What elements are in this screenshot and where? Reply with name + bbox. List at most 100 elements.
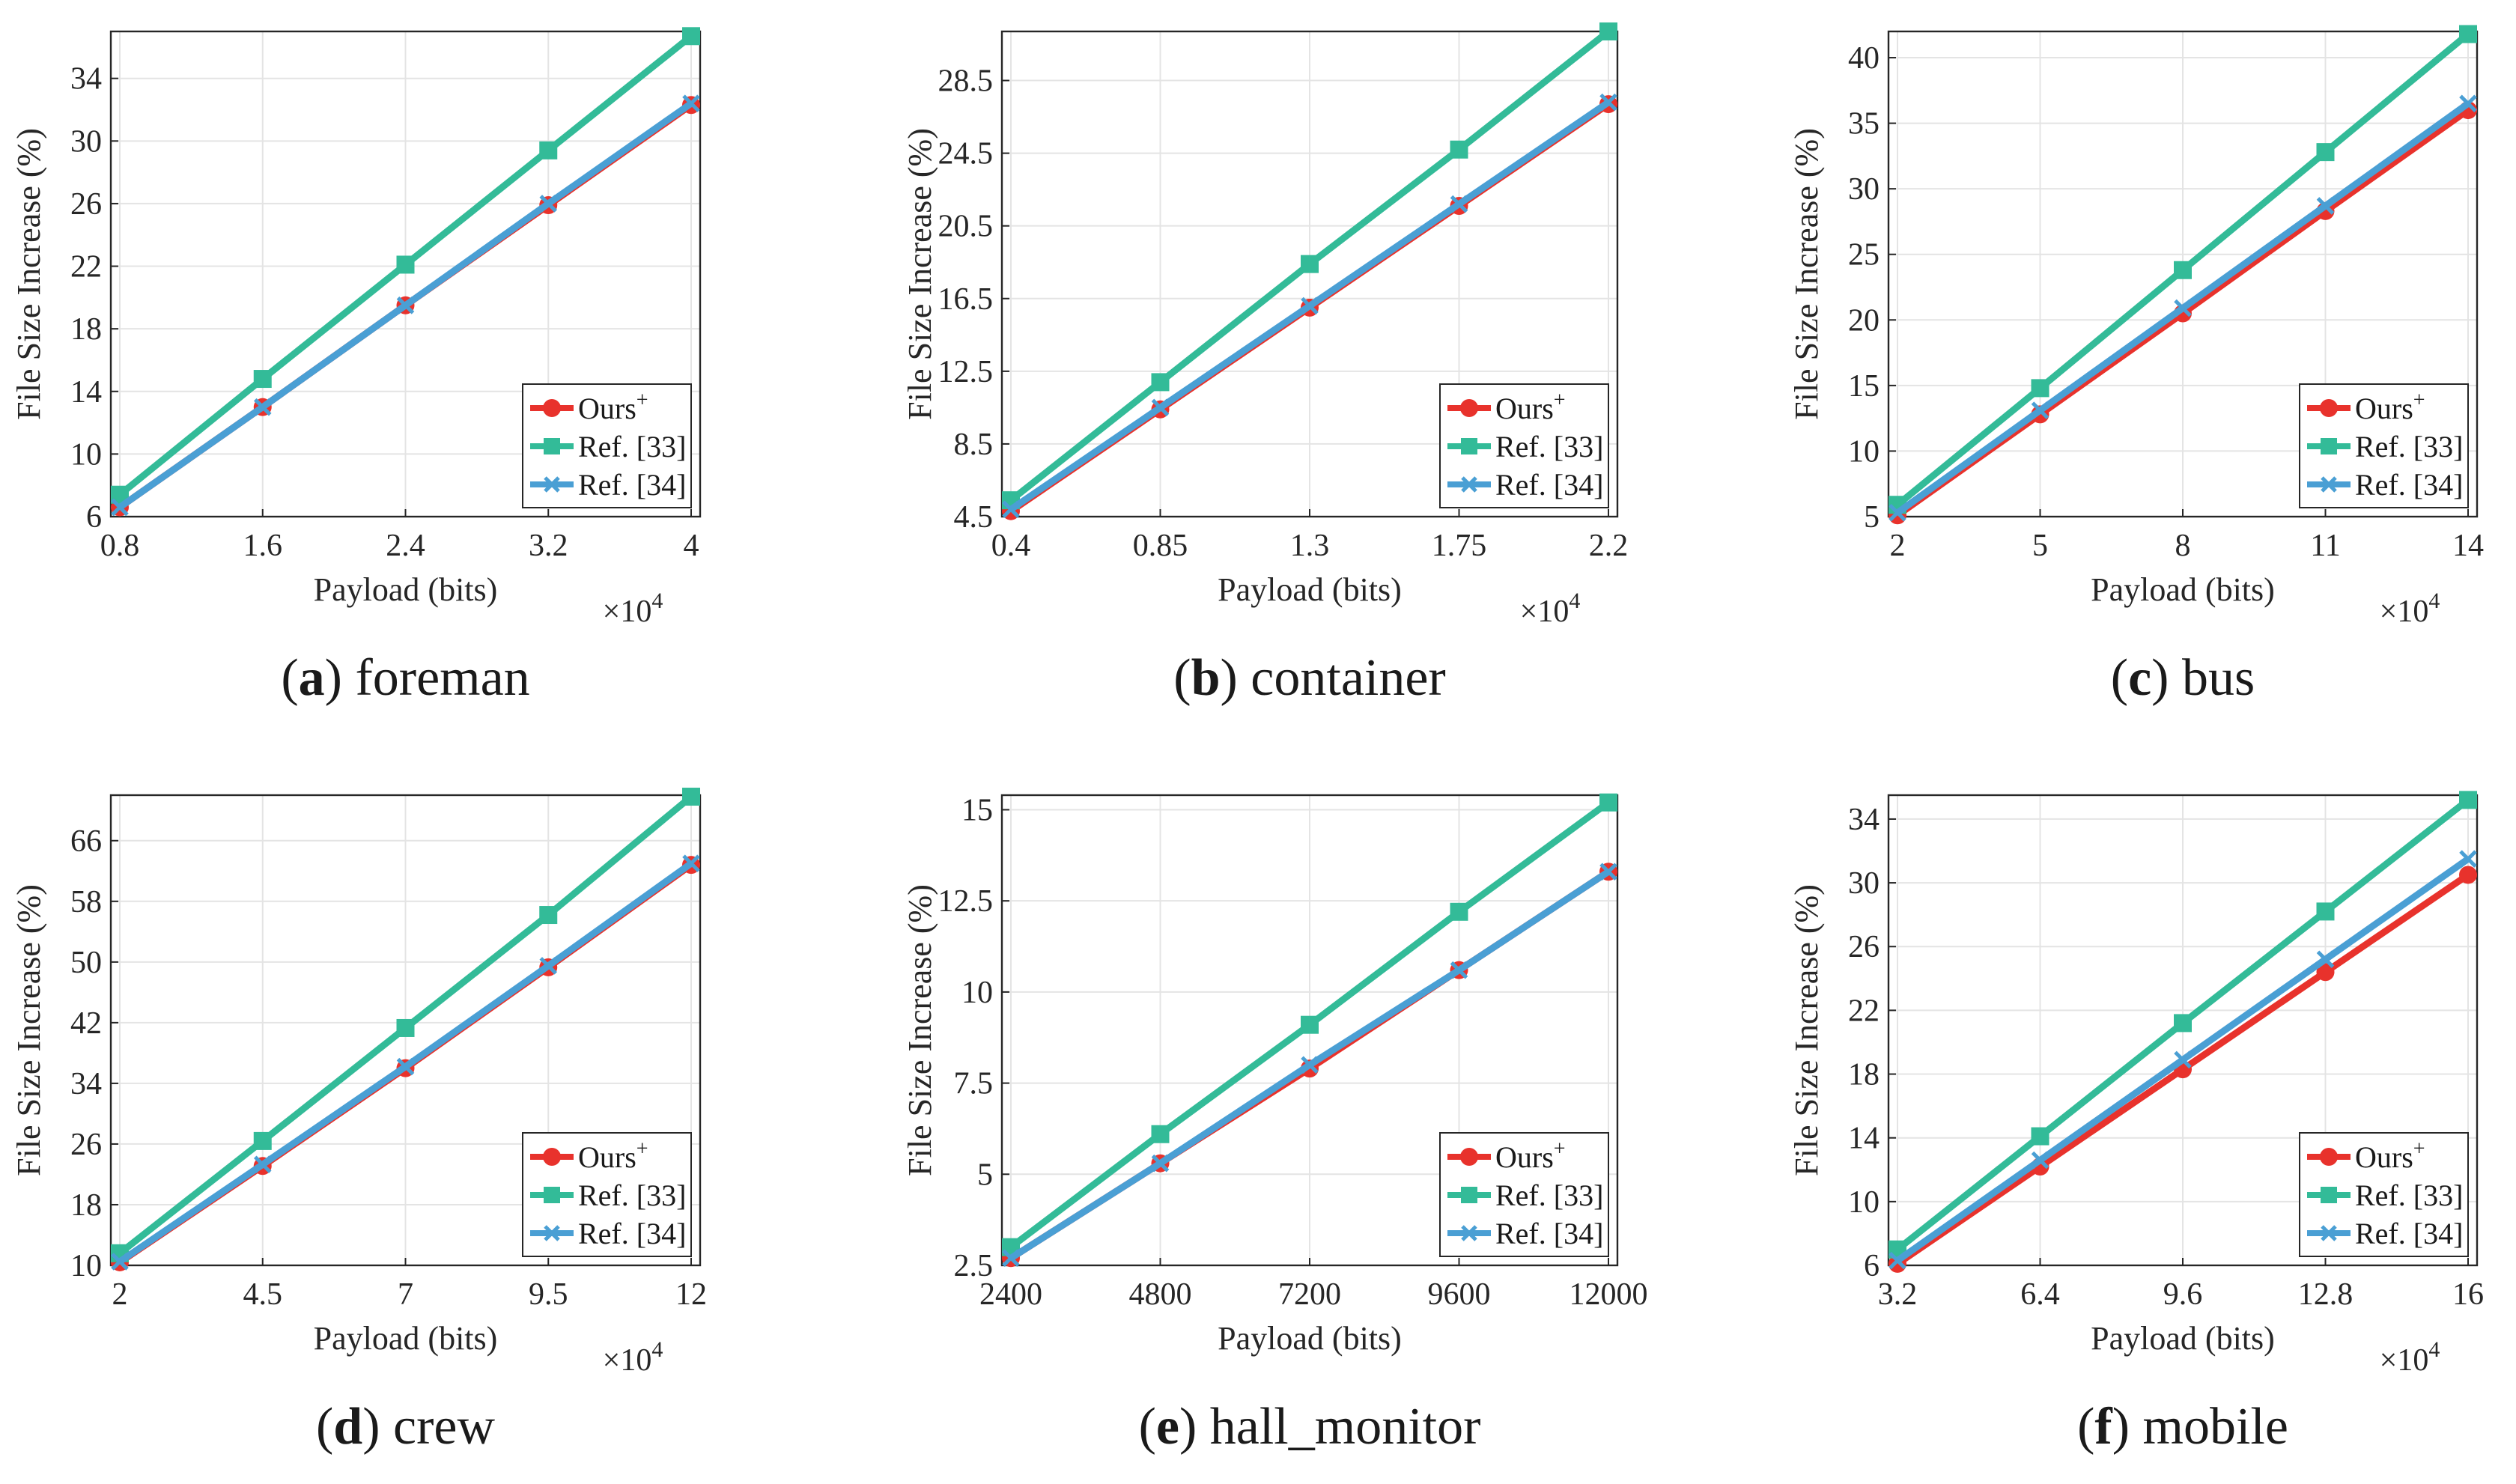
x-multiplier: ×104 xyxy=(2380,1337,2440,1378)
legend-marker xyxy=(544,438,560,454)
x-tick-label: 2.2 xyxy=(1589,529,1629,563)
data-point xyxy=(1599,22,1617,40)
marker-stroke xyxy=(1002,1249,1020,1268)
x-tick-label: 16 xyxy=(2452,1277,2484,1312)
chart-panel-a: 0.8 1.6 2.4 3.2 4 6 10 14 18 22 26 30 34 Payload (bit… xyxy=(10,27,702,707)
marker-stroke xyxy=(1450,961,1468,979)
data-point xyxy=(1450,195,1468,213)
x-tick-label: 1.6 xyxy=(243,529,283,563)
data-point xyxy=(1151,398,1170,417)
x-tick-label: 9600 xyxy=(1428,1277,1491,1312)
x-tick-label: 11 xyxy=(2310,529,2340,563)
y-axis-label: File Size Increase (%) xyxy=(10,128,47,420)
marker-stroke xyxy=(1888,1251,1906,1270)
x-multiplier: ×104 xyxy=(1520,589,1581,629)
x-tick-label: 9.6 xyxy=(2163,1277,2203,1312)
legend-label: Ours+ xyxy=(1495,1137,1566,1174)
marker-stroke xyxy=(2459,850,2477,868)
data-point xyxy=(1002,500,1020,519)
data-point xyxy=(111,498,129,517)
marker-stroke xyxy=(2031,1151,2049,1170)
y-axis-label: File Size Increase (%) xyxy=(902,128,938,420)
x-tick-label: 12 xyxy=(675,1277,707,1312)
legend-label: Ours+ xyxy=(1495,389,1566,425)
legend-label: Ref. [33] xyxy=(1495,1179,1603,1212)
legend-label: Ref. [33] xyxy=(2355,1179,2463,1212)
y-tick-label: 50 xyxy=(70,946,102,980)
data-point xyxy=(2031,1127,2049,1146)
marker-stroke xyxy=(111,498,129,517)
data-point xyxy=(2459,25,2477,43)
x-axis-label: Payload (bits) xyxy=(314,571,498,608)
data-point xyxy=(396,1057,415,1076)
data-point xyxy=(2316,950,2335,969)
legend: Ours+ Ref. [33] Ref. [34] xyxy=(522,1132,692,1257)
data-point xyxy=(2174,1050,2192,1069)
data-point xyxy=(2316,197,2335,215)
data-point xyxy=(2459,866,2477,884)
data-point xyxy=(1450,140,1468,159)
y-axis-label: File Size Increase (%) xyxy=(902,884,938,1176)
marker-stroke xyxy=(396,297,415,314)
y-tick-label: 16.5 xyxy=(938,282,994,317)
x-tick-label: 3.2 xyxy=(1878,1277,1918,1312)
x-axis-label: Payload (bits) xyxy=(2091,571,2275,608)
y-tick-label: 22 xyxy=(70,250,102,285)
marker-stroke xyxy=(539,957,558,975)
x-tick-label: 0.8 xyxy=(100,529,140,563)
x-tick-label: 9.5 xyxy=(529,1277,568,1312)
marker-stroke xyxy=(1599,93,1617,112)
y-tick-label: 15 xyxy=(1848,369,1880,404)
y-axis-label: File Size Increase (%) xyxy=(1788,128,1825,420)
legend-marker xyxy=(543,1148,561,1166)
x-tick-label: 4800 xyxy=(1129,1277,1192,1312)
x-tick-label: 1.75 xyxy=(1432,529,1487,563)
data-point xyxy=(1151,1154,1170,1173)
x-tick-label: 0.85 xyxy=(1133,529,1188,563)
y-tick-label: 42 xyxy=(70,1006,102,1041)
legend: Ours+ Ref. [33] Ref. [34] xyxy=(522,383,692,508)
data-point xyxy=(253,1131,272,1150)
y-tick-label: 15 xyxy=(961,793,993,827)
marker-stroke xyxy=(1151,1154,1170,1173)
legend-marker xyxy=(1461,476,1477,493)
marker-stroke xyxy=(2316,197,2335,215)
marker-stroke xyxy=(396,1057,415,1076)
data-point xyxy=(539,141,558,159)
y-tick-label: 10 xyxy=(1848,434,1880,469)
y-tick-label: 18 xyxy=(70,312,102,347)
x-tick-label: 0.4 xyxy=(991,529,1031,563)
y-tick-label: 7.5 xyxy=(954,1067,994,1101)
chart-panel-b: 0.4 0.85 1.3 1.75 2.2 4.5 8.5 12.5 16.5 20.5 24.5 2… xyxy=(902,22,1628,707)
y-tick-label: 5 xyxy=(1864,500,1880,535)
y-tick-label: 22 xyxy=(1848,994,1880,1028)
legend-marker xyxy=(2321,438,2337,454)
x-tick-label: 4.5 xyxy=(243,1277,283,1312)
legend-label: Ref. [34] xyxy=(578,1217,686,1250)
legend-marker xyxy=(2321,476,2337,493)
legend-marker xyxy=(1461,1225,1477,1241)
data-point xyxy=(1301,1015,1319,1034)
marker-stroke xyxy=(682,94,700,112)
marker-stroke xyxy=(253,398,272,416)
marker-stroke xyxy=(539,195,558,213)
y-tick-label: 8.5 xyxy=(954,428,994,462)
legend-marker xyxy=(544,476,560,493)
chart-panel-f: 3.2 6.4 9.6 12.8 16 6 10 14 18 22 26 30 34 Payload (b… xyxy=(1788,791,2484,1456)
marker-stroke xyxy=(253,1155,272,1174)
marker-stroke xyxy=(111,1253,129,1271)
legend-label: Ours+ xyxy=(578,1137,648,1174)
legend-marker xyxy=(543,399,561,417)
legend-marker xyxy=(1460,1148,1478,1166)
y-tick-label: 10 xyxy=(1848,1185,1880,1220)
legend-label: Ref. [34] xyxy=(1495,468,1603,502)
data-point xyxy=(1599,93,1617,112)
y-tick-label: 10 xyxy=(70,437,102,472)
legend-marker xyxy=(544,1225,560,1241)
marker-stroke xyxy=(1450,195,1468,213)
x-tick-label: 7 xyxy=(398,1277,413,1312)
marker-stroke xyxy=(2174,1050,2192,1069)
data-point xyxy=(1599,863,1617,881)
y-tick-label: 34 xyxy=(70,62,102,97)
x-axis-label: Payload (bits) xyxy=(314,1320,498,1357)
